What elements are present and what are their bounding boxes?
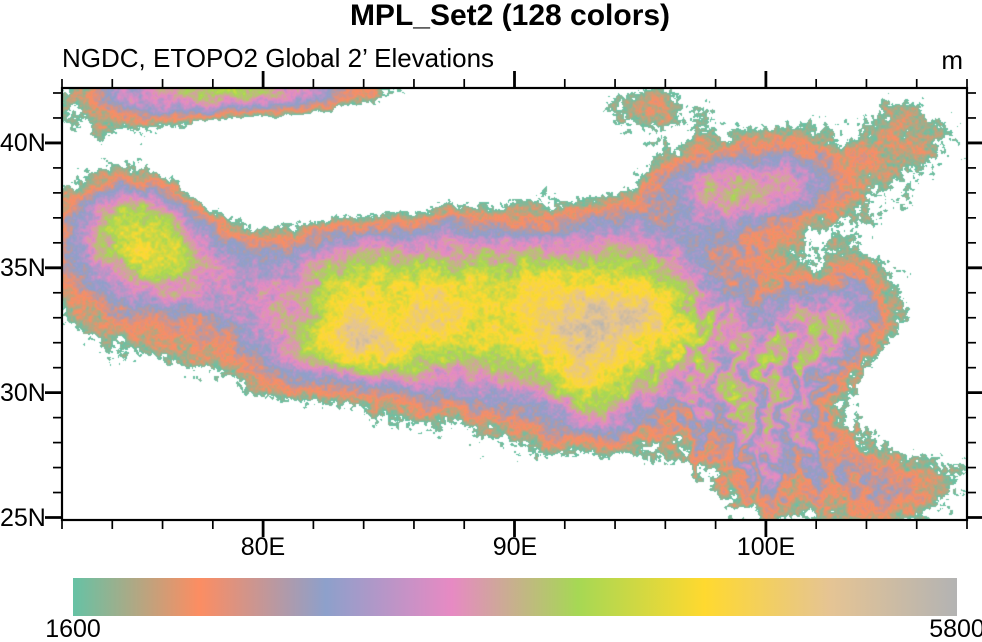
colorbar-max-label: 5800 xyxy=(929,615,982,642)
y-tick-label-30n: 30N xyxy=(0,379,46,407)
x-tick-label-100e: 100E xyxy=(736,533,796,561)
units-label: m xyxy=(941,45,963,75)
plot-subtitle-left: NGDC, ETOPO2 Global 2’ Elevations xyxy=(62,43,495,73)
y-tick-label-25n: 25N xyxy=(0,504,46,532)
colorbar-gradient xyxy=(73,578,957,616)
colorbar-min-label: 1600 xyxy=(45,615,101,642)
plot-title: MPL_Set2 (128 colors) xyxy=(349,0,671,32)
x-tick-label-90e: 90E xyxy=(492,533,538,561)
elevation-map-raster xyxy=(62,88,967,520)
y-tick-label-40n: 40N xyxy=(0,129,46,157)
y-tick-label-35n: 35N xyxy=(0,254,46,282)
x-tick-label-80e: 80E xyxy=(240,533,286,561)
